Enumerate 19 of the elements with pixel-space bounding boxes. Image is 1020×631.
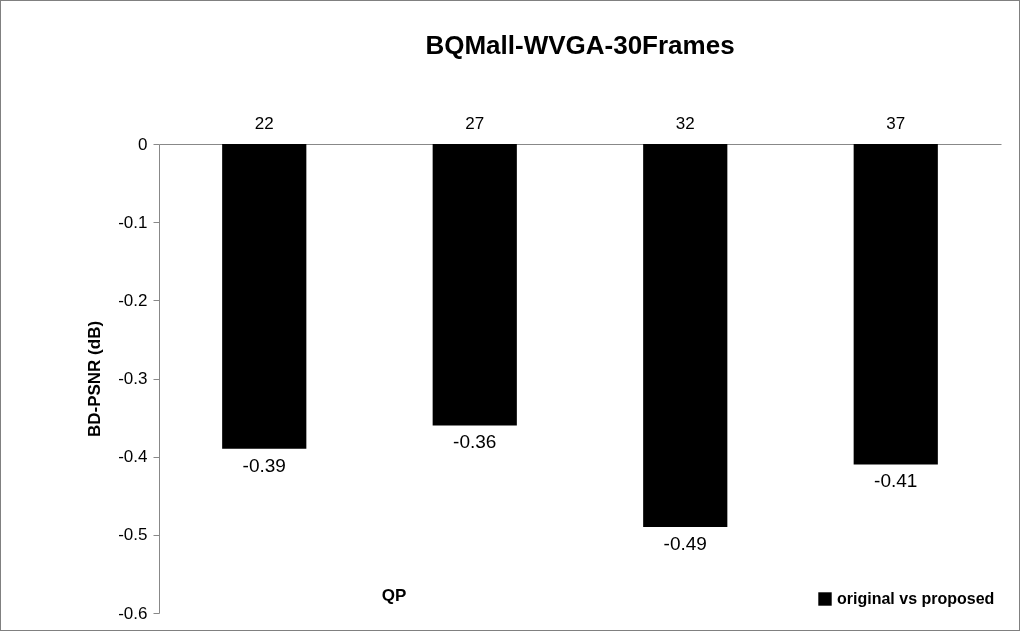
y-tick-label: -0.6 bbox=[118, 603, 148, 623]
x-axis-title: QP bbox=[381, 586, 407, 605]
chart-title: BQMall-WVGA-30Frames bbox=[425, 30, 735, 60]
y-axis-title: BD-PSNR (dB) bbox=[85, 320, 105, 438]
x-tick-label: 22 bbox=[254, 113, 274, 133]
y-tick-label: -0.5 bbox=[118, 525, 148, 545]
y-tick-label: -0.4 bbox=[118, 447, 148, 467]
x-tick-label: 27 bbox=[465, 113, 485, 133]
data-label: -0.36 bbox=[453, 431, 497, 453]
y-tick-label: -0.1 bbox=[118, 212, 148, 232]
y-tick-label: 0 bbox=[138, 134, 148, 154]
y-tick-label: -0.3 bbox=[118, 369, 148, 388]
data-label: -0.41 bbox=[874, 470, 918, 492]
x-tick-label: 32 bbox=[675, 113, 695, 133]
x-tick-label: 37 bbox=[886, 113, 906, 133]
data-label: -0.49 bbox=[663, 533, 707, 555]
legend-label: original vs proposed bbox=[837, 590, 995, 607]
y-tick-label: -0.2 bbox=[118, 290, 148, 310]
data-label: -0.39 bbox=[242, 454, 286, 476]
